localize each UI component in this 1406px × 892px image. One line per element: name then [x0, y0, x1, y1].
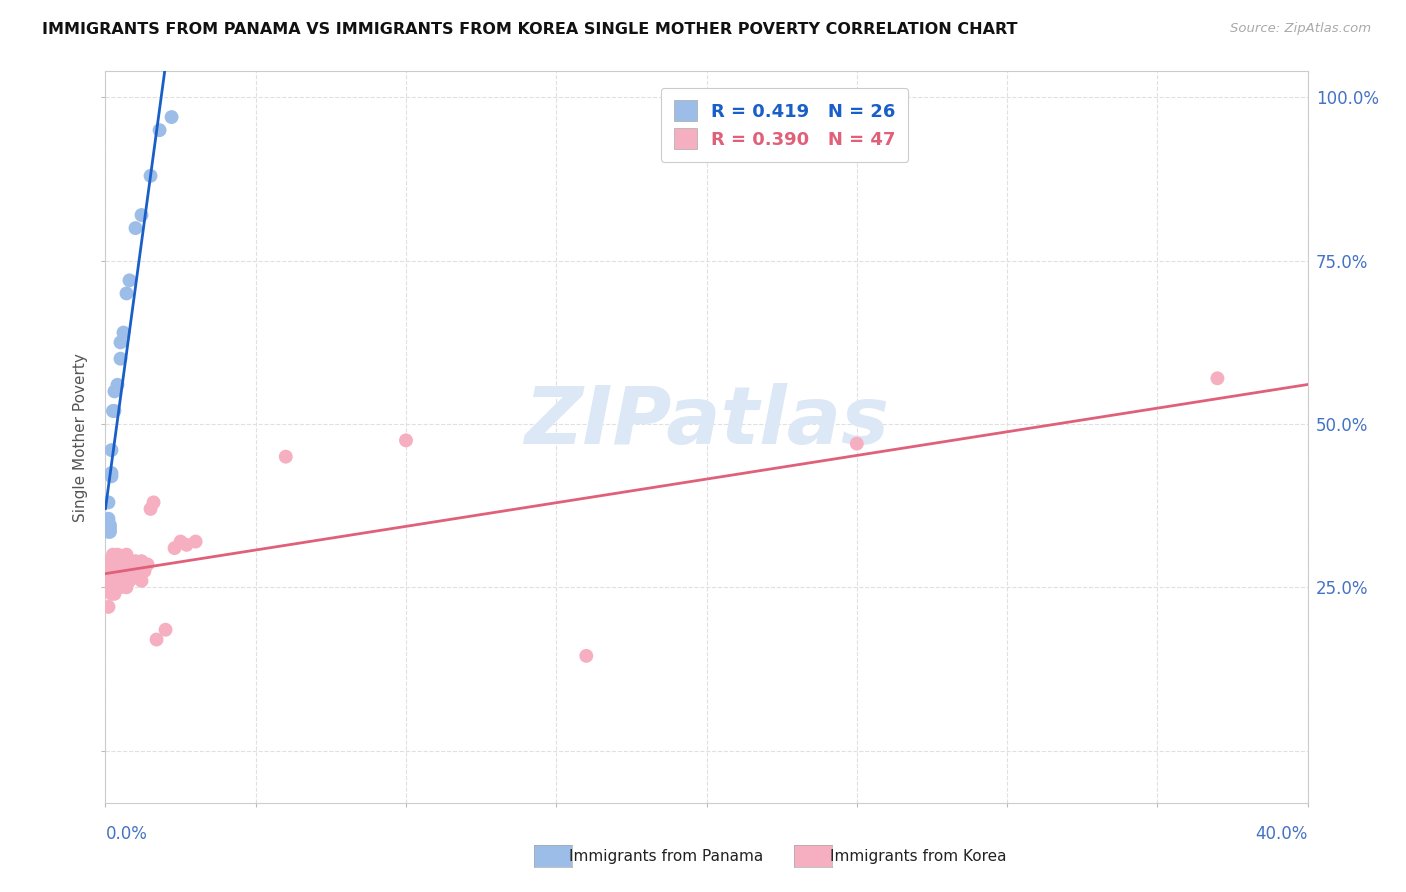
Point	[121, 570, 143, 584]
Point	[97, 521, 120, 535]
Point	[98, 518, 121, 533]
Text: ZIPatlas: ZIPatlas	[524, 384, 889, 461]
Point	[395, 434, 418, 448]
Point	[145, 632, 167, 647]
Point	[97, 495, 120, 509]
Point	[176, 538, 198, 552]
Point	[112, 564, 135, 578]
Point	[155, 623, 177, 637]
Point	[98, 574, 121, 588]
Point	[115, 580, 138, 594]
Point	[103, 384, 125, 399]
Y-axis label: Single Mother Poverty: Single Mother Poverty	[73, 352, 89, 522]
Point	[100, 469, 122, 483]
Point	[103, 404, 125, 418]
Point	[103, 554, 125, 568]
Point	[97, 524, 120, 539]
Point	[148, 123, 170, 137]
Point	[115, 286, 138, 301]
Point	[136, 558, 159, 572]
Point	[107, 377, 129, 392]
Point	[110, 558, 132, 572]
Text: 0.0%: 0.0%	[105, 825, 148, 843]
Point	[184, 534, 207, 549]
Point	[160, 110, 183, 124]
Point	[110, 351, 132, 366]
Text: Immigrants from Korea: Immigrants from Korea	[830, 849, 1007, 863]
Point	[124, 221, 146, 235]
Point	[100, 587, 122, 601]
Point	[107, 574, 129, 588]
Point	[97, 599, 120, 614]
Point	[142, 495, 165, 509]
Point	[97, 583, 120, 598]
Point	[1206, 371, 1229, 385]
Point	[110, 335, 132, 350]
Point	[845, 436, 868, 450]
Text: Immigrants from Panama: Immigrants from Panama	[569, 849, 763, 863]
Point	[97, 512, 120, 526]
Point	[163, 541, 186, 555]
Text: Source: ZipAtlas.com: Source: ZipAtlas.com	[1230, 22, 1371, 36]
Point	[100, 564, 122, 578]
Point	[100, 443, 122, 458]
Legend: R = 0.419   N = 26, R = 0.390   N = 47: R = 0.419 N = 26, R = 0.390 N = 47	[661, 87, 908, 162]
Point	[101, 404, 124, 418]
Point	[100, 466, 122, 480]
Point	[124, 567, 146, 582]
Point	[98, 554, 121, 568]
Point	[131, 208, 153, 222]
Point	[110, 570, 132, 584]
Point	[575, 648, 598, 663]
Point	[112, 550, 135, 565]
Point	[169, 534, 191, 549]
Point	[131, 554, 153, 568]
Point	[115, 548, 138, 562]
Point	[98, 524, 121, 539]
Point	[118, 273, 141, 287]
Point	[107, 548, 129, 562]
Point	[103, 587, 125, 601]
Text: IMMIGRANTS FROM PANAMA VS IMMIGRANTS FROM KOREA SINGLE MOTHER POVERTY CORRELATIO: IMMIGRANTS FROM PANAMA VS IMMIGRANTS FRO…	[42, 22, 1018, 37]
Point	[103, 574, 125, 588]
Point	[107, 567, 129, 582]
Text: 40.0%: 40.0%	[1256, 825, 1308, 843]
Point	[110, 580, 132, 594]
Point	[98, 521, 121, 535]
Point	[115, 567, 138, 582]
Point	[118, 574, 141, 588]
Point	[97, 577, 120, 591]
Point	[101, 548, 124, 562]
Point	[139, 169, 162, 183]
Point	[134, 564, 156, 578]
Point	[97, 518, 120, 533]
Point	[100, 574, 122, 588]
Point	[97, 515, 120, 529]
Point	[124, 554, 146, 568]
Point	[118, 558, 141, 572]
Point	[112, 326, 135, 340]
Point	[121, 560, 143, 574]
Point	[139, 502, 162, 516]
Point	[274, 450, 297, 464]
Point	[131, 574, 153, 588]
Point	[97, 560, 120, 574]
